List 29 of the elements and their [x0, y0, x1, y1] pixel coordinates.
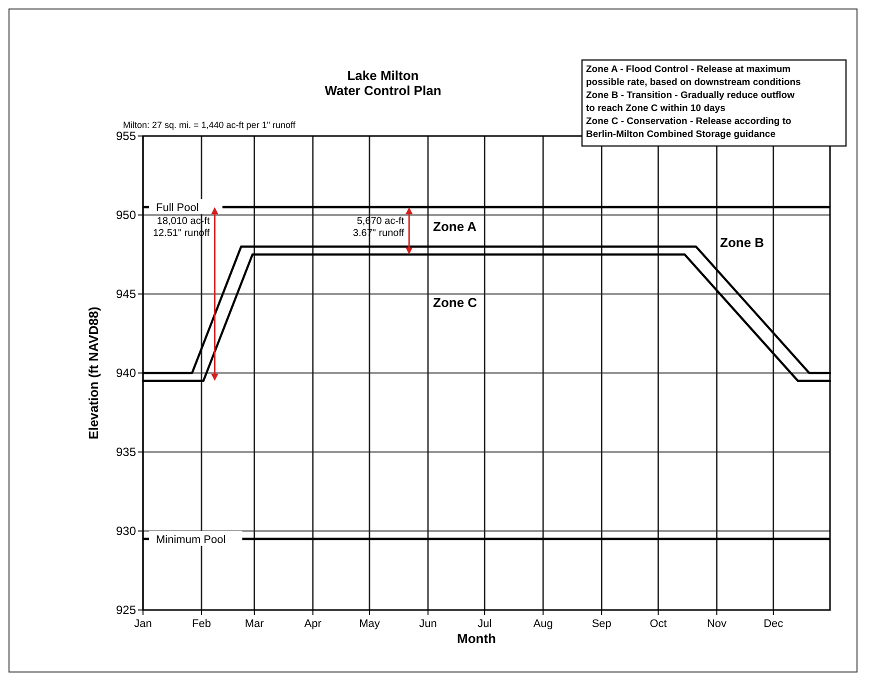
x-tick-label: Aug: [533, 618, 553, 630]
y-tick-label: 935: [116, 445, 136, 459]
y-tick-label: 955: [116, 129, 136, 143]
y-axis-title: Elevation (ft NAVD88): [86, 306, 101, 440]
x-tick-label: Oct: [650, 618, 667, 630]
x-axis-title: Month: [457, 631, 496, 646]
annotation: Zone B: [720, 234, 764, 250]
annotation: Zone C: [433, 294, 478, 310]
y-tick-label: 925: [116, 603, 136, 617]
ref-line-label: Minimum Pool: [156, 534, 226, 546]
x-tick-label: May: [359, 618, 380, 630]
ref-line-label: Full Pool: [156, 202, 199, 214]
x-tick-label: Feb: [192, 618, 211, 630]
x-tick-label: Nov: [706, 618, 728, 630]
chart-title: Lake Milton Water Control Plan: [324, 68, 442, 98]
annotation: Zone A - Flood Control - Release at maximum possible rate, based on downstream conditions Zone B - Transition - Gradually reduce outflow to reach Zone C within 10 days Zone C - Conservation - Release according to Berlin-Milton Combined Storage guidance: [586, 64, 801, 140]
y-tick-label: 930: [116, 524, 136, 538]
y-tick-label: 945: [116, 287, 136, 301]
x-tick-label: Mar: [244, 618, 264, 630]
x-tick-label: Jan: [134, 618, 152, 630]
annotation: Zone A: [433, 219, 478, 234]
x-tick-label: Jun: [419, 618, 437, 630]
y-tick-label: 940: [116, 366, 136, 380]
x-tick-label: Sep: [592, 618, 612, 630]
x-tick-label: Jul: [478, 618, 492, 630]
x-tick-label: Apr: [304, 618, 322, 630]
chart-subtitle: Milton: 27 sq. mi. = 1,440 ac-ft per 1" runoff: [123, 120, 296, 130]
x-tick-label: Dec: [764, 618, 784, 630]
y-tick-label: 950: [116, 208, 136, 222]
